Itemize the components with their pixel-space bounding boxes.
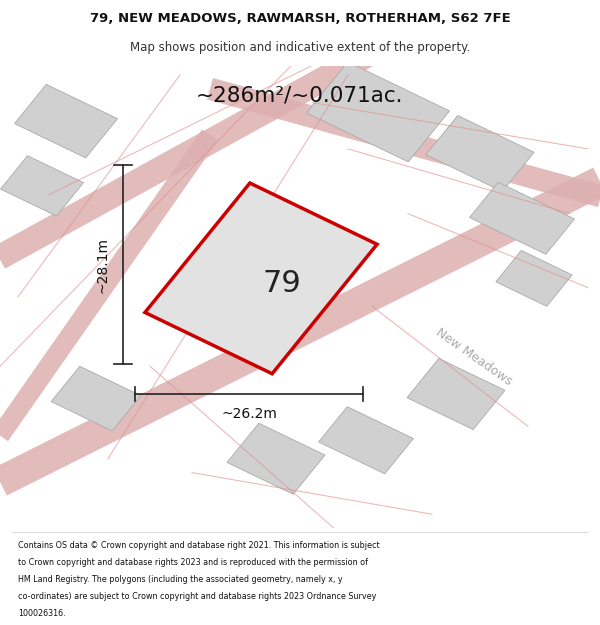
Polygon shape bbox=[470, 182, 574, 254]
Polygon shape bbox=[14, 84, 118, 158]
Polygon shape bbox=[426, 116, 534, 191]
Polygon shape bbox=[407, 359, 505, 429]
Text: Map shows position and indicative extent of the property.: Map shows position and indicative extent… bbox=[130, 41, 470, 54]
Polygon shape bbox=[145, 183, 377, 374]
Text: 79, NEW MEADOWS, RAWMARSH, ROTHERHAM, S62 7FE: 79, NEW MEADOWS, RAWMARSH, ROTHERHAM, S6… bbox=[89, 12, 511, 25]
Polygon shape bbox=[496, 251, 572, 306]
Text: HM Land Registry. The polygons (including the associated geometry, namely x, y: HM Land Registry. The polygons (includin… bbox=[18, 574, 343, 584]
Text: Contains OS data © Crown copyright and database right 2021. This information is : Contains OS data © Crown copyright and d… bbox=[18, 541, 380, 550]
Text: to Crown copyright and database rights 2023 and is reproduced with the permissio: to Crown copyright and database rights 2… bbox=[18, 558, 368, 567]
Text: co-ordinates) are subject to Crown copyright and database rights 2023 Ordnance S: co-ordinates) are subject to Crown copyr… bbox=[18, 592, 376, 601]
Polygon shape bbox=[227, 423, 325, 494]
Text: ~28.1m: ~28.1m bbox=[96, 236, 110, 292]
Text: ~286m²/~0.071ac.: ~286m²/~0.071ac. bbox=[196, 86, 404, 106]
Text: New Meadows: New Meadows bbox=[433, 326, 515, 388]
Polygon shape bbox=[307, 62, 449, 162]
Polygon shape bbox=[1, 156, 83, 216]
Text: 100026316.: 100026316. bbox=[18, 609, 65, 618]
Text: ~26.2m: ~26.2m bbox=[221, 407, 277, 421]
Polygon shape bbox=[319, 407, 413, 474]
Polygon shape bbox=[51, 366, 141, 431]
Text: 79: 79 bbox=[263, 269, 301, 298]
